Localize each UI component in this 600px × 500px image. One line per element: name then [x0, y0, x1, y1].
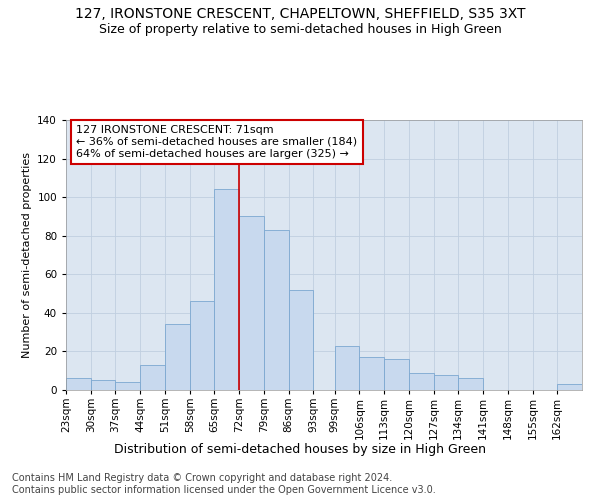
Text: 127, IRONSTONE CRESCENT, CHAPELTOWN, SHEFFIELD, S35 3XT: 127, IRONSTONE CRESCENT, CHAPELTOWN, SHE…: [75, 8, 525, 22]
Bar: [557, 384, 582, 390]
Bar: [115, 382, 140, 390]
Bar: [190, 302, 214, 390]
Text: Distribution of semi-detached houses by size in High Green: Distribution of semi-detached houses by …: [114, 442, 486, 456]
Text: Contains HM Land Registry data © Crown copyright and database right 2024.
Contai: Contains HM Land Registry data © Crown c…: [12, 474, 436, 495]
Bar: [409, 372, 434, 390]
Text: Size of property relative to semi-detached houses in High Green: Size of property relative to semi-detach…: [98, 22, 502, 36]
Bar: [66, 378, 91, 390]
Bar: [214, 190, 239, 390]
Bar: [239, 216, 264, 390]
Bar: [165, 324, 190, 390]
Bar: [91, 380, 115, 390]
Y-axis label: Number of semi-detached properties: Number of semi-detached properties: [22, 152, 32, 358]
Bar: [289, 290, 313, 390]
Bar: [140, 365, 165, 390]
Bar: [335, 346, 359, 390]
Bar: [458, 378, 483, 390]
Bar: [384, 359, 409, 390]
Bar: [434, 374, 458, 390]
Text: 127 IRONSTONE CRESCENT: 71sqm
← 36% of semi-detached houses are smaller (184)
64: 127 IRONSTONE CRESCENT: 71sqm ← 36% of s…: [76, 126, 358, 158]
Bar: [264, 230, 289, 390]
Bar: [359, 357, 384, 390]
